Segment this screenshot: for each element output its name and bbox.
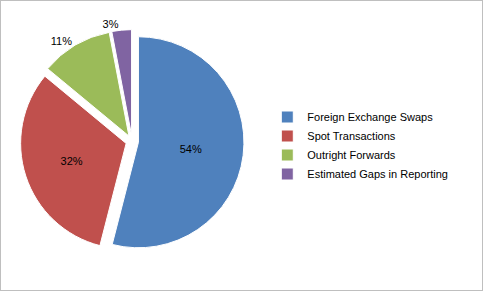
svg-text:Estimated Gaps in Reporting: Estimated Gaps in Reporting [307,168,448,180]
svg-text:Foreign Exchange Swaps: Foreign Exchange Swaps [307,111,433,123]
svg-text:54%: 54% [180,143,202,155]
svg-text:Outright Forwards: Outright Forwards [307,149,396,161]
svg-text:11%: 11% [51,35,72,47]
svg-text:3%: 3% [103,18,119,30]
svg-text:32%: 32% [61,155,83,167]
svg-text:Spot Transactions: Spot Transactions [307,130,396,142]
